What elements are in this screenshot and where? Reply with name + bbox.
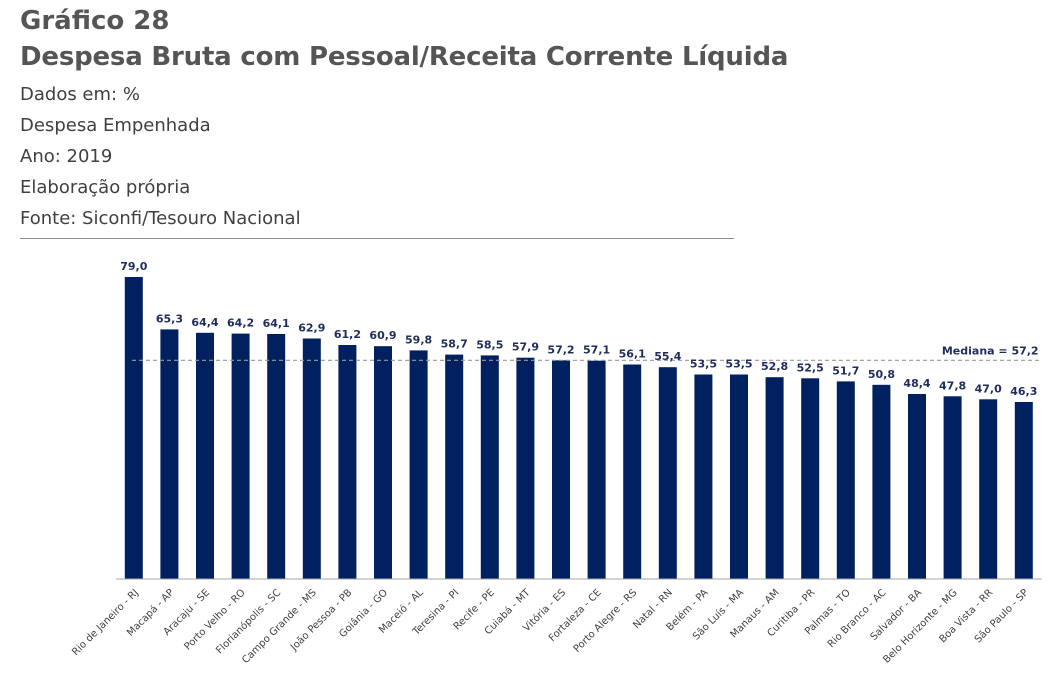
bar [730,374,748,579]
bar [658,367,677,579]
bar [160,329,179,579]
elaboration-note: Elaboração própria [20,177,191,198]
bar [836,381,855,579]
category-label: Porto Velho - RO [182,587,247,652]
bar [979,399,998,579]
chart-number: Gráfico 28 [20,6,170,36]
category-label: Florianópolis - SC [214,587,284,657]
bar [908,394,926,579]
value-label: 79,0 [120,260,147,273]
bar [623,364,642,579]
value-label: 52,8 [761,360,788,373]
bar [196,332,214,579]
value-label: 55,4 [654,350,681,363]
bar [943,396,962,579]
bar [552,360,570,579]
value-label: 60,9 [369,329,396,342]
bar [765,377,784,579]
bar [1014,402,1033,579]
bars-group [124,277,1033,579]
value-label: 46,3 [1010,385,1037,398]
value-label: 64,1 [263,317,290,330]
value-label: 47,0 [975,382,1002,395]
value-label: 53,5 [725,358,752,371]
expense-type-note: Despesa Empenhada [20,115,211,136]
units-note: Dados em: % [20,84,140,105]
bar [267,334,286,579]
bar [231,333,250,579]
bar [480,355,499,579]
bar [516,357,535,579]
value-label: 65,3 [156,312,183,325]
bar [801,378,820,579]
chart-title: Despesa Bruta com Pessoal/Receita Corren… [20,42,789,72]
bar [694,374,713,579]
value-label: 48,4 [903,377,930,390]
bar [587,360,606,579]
bar-chart: Mediana = 57,2 79,0 65,3 64,4 64,2 64,1 62,9 6… [70,260,1042,666]
bar [302,338,321,579]
value-label: 58,5 [476,338,503,351]
category-label: João Pessoa - PB [288,587,354,653]
value-label: 61,2 [334,328,361,341]
value-label: 62,9 [298,322,325,335]
header-divider [20,238,734,239]
value-labels-group: 79,0 65,3 64,4 64,2 64,1 62,9 61,2 60,9 59,8 58,7… [120,260,1037,398]
bar [338,345,357,579]
value-label: 56,1 [619,348,646,361]
value-label: 57,2 [547,343,574,356]
bar [374,346,392,579]
value-label: 64,4 [191,316,218,329]
value-label: 53,5 [690,358,717,371]
bar [872,384,891,579]
value-label: 57,9 [512,341,539,354]
category-label: Rio de Janeiro - RJ [70,587,141,658]
source-note: Fonte: Siconfi/Tesouro Nacional [20,208,301,229]
category-label: Porto Alegre - RS [572,587,640,655]
year-note: Ano: 2019 [20,146,113,167]
value-label: 51,7 [832,364,859,377]
value-label: 50,8 [868,368,895,381]
value-label: 47,8 [939,379,966,392]
value-label: 64,2 [227,317,254,330]
bar [445,354,464,579]
value-label: 52,5 [797,361,824,374]
value-label: 58,7 [441,338,468,351]
value-label: 59,8 [405,333,432,346]
median-label: Mediana = 57,2 [942,344,1039,357]
bar [124,277,143,579]
value-label: 57,1 [583,344,610,357]
bar [409,350,428,579]
